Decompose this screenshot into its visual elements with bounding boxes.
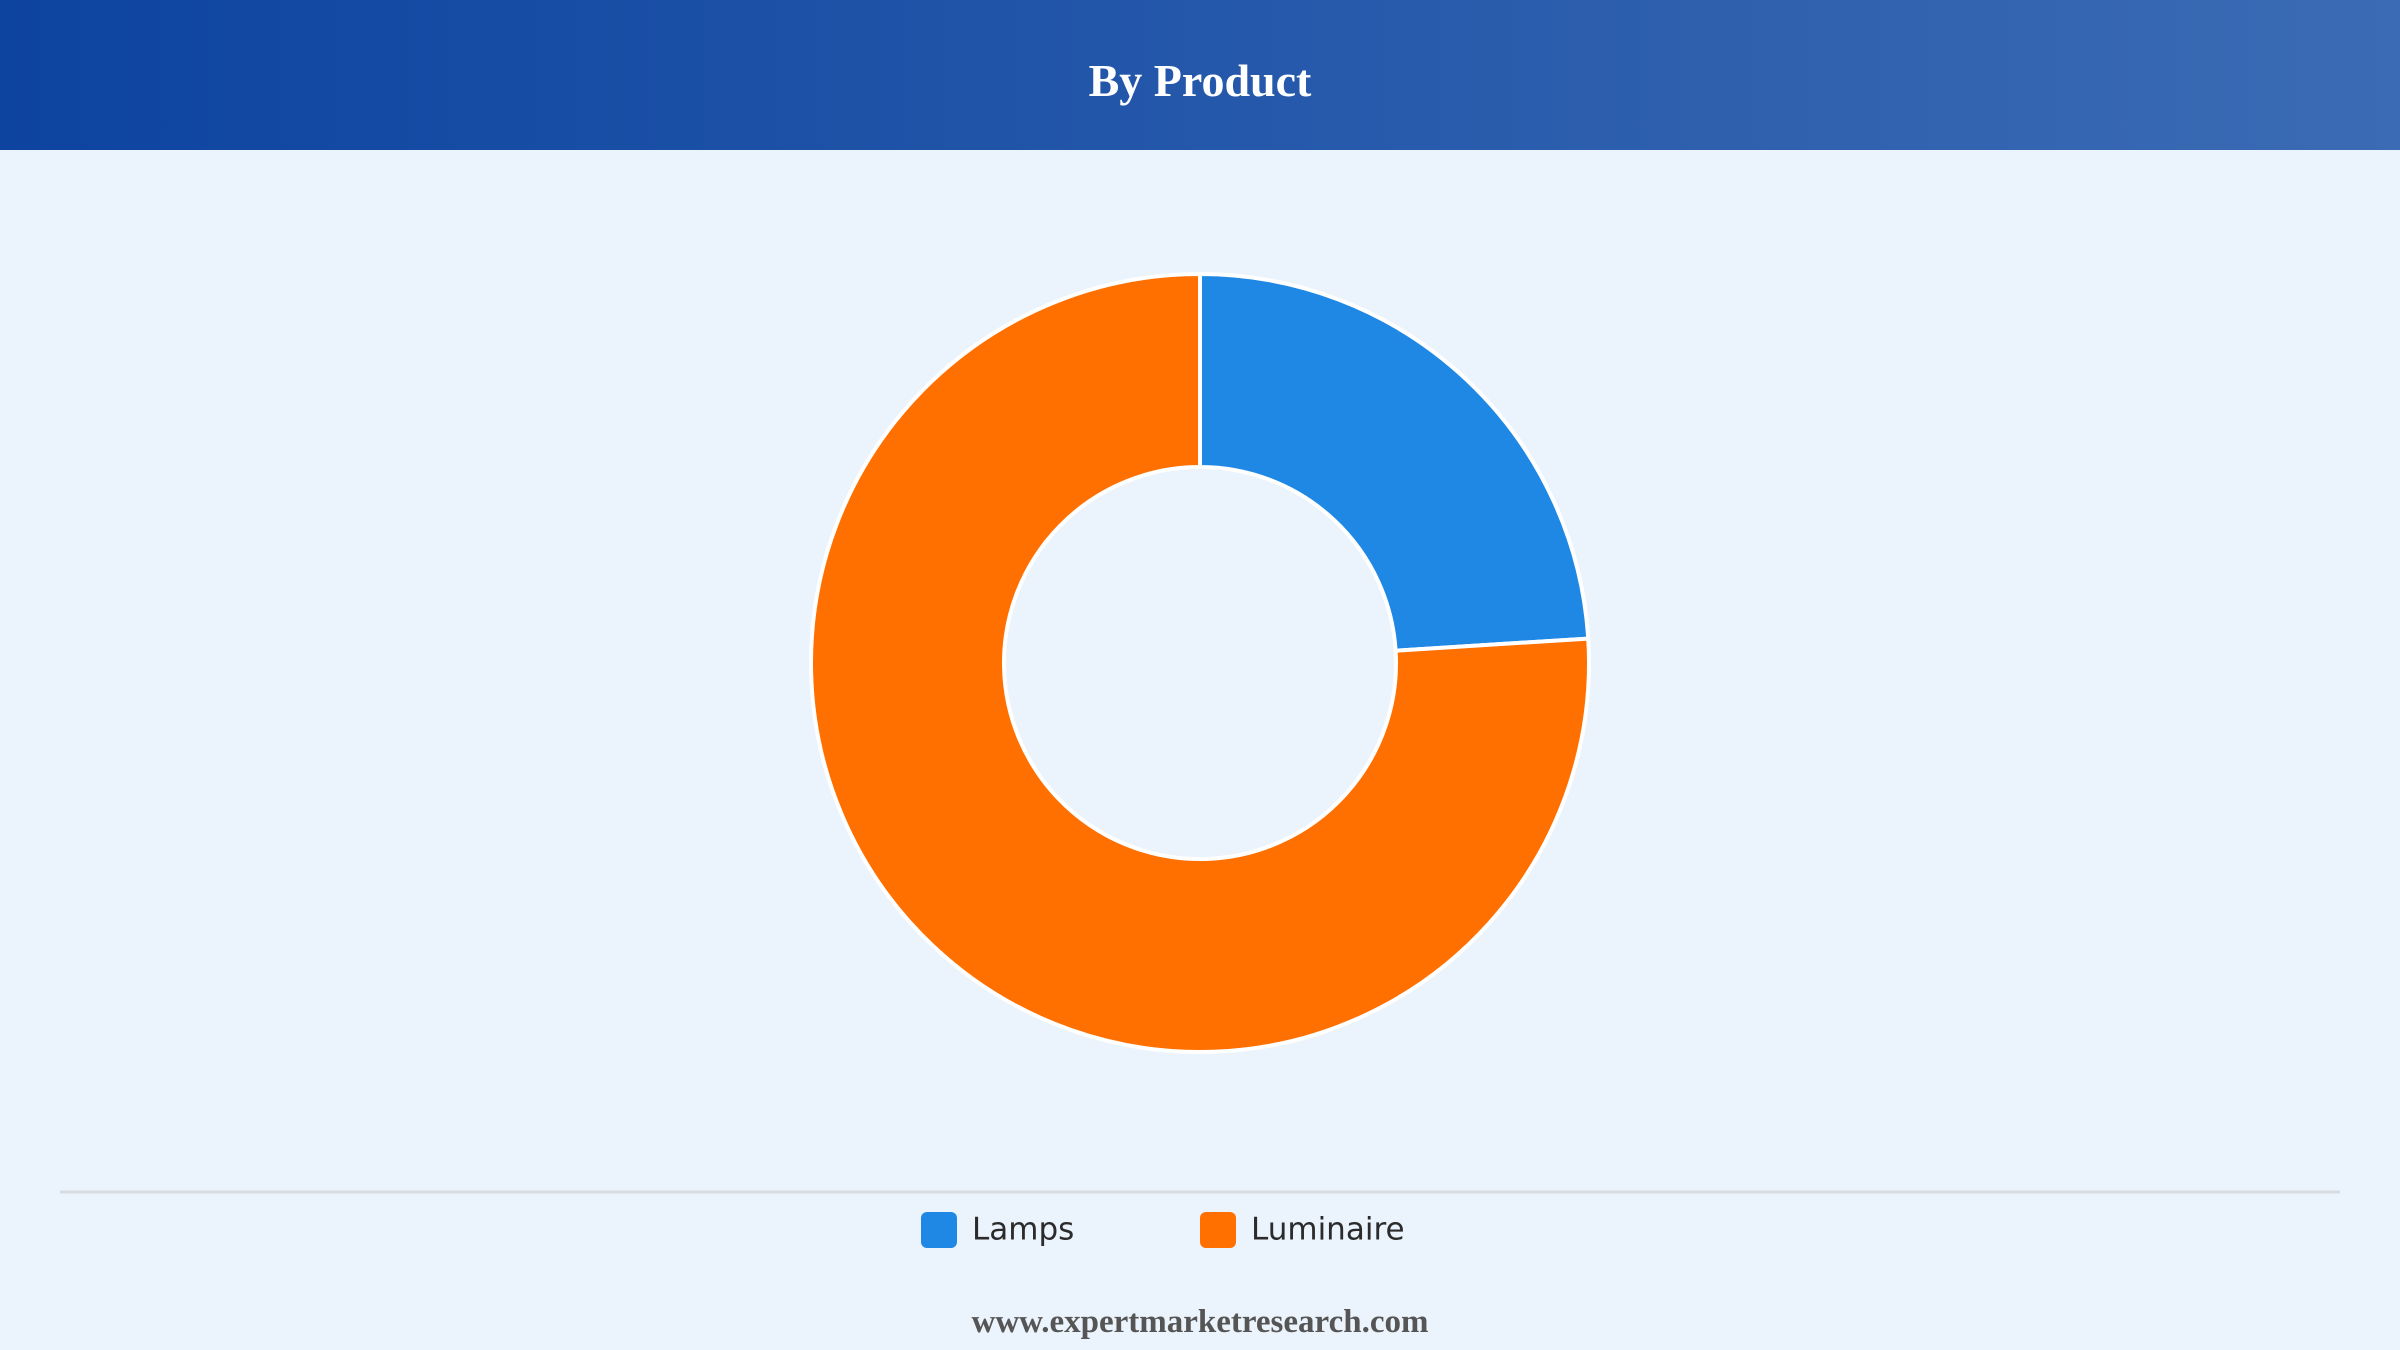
legend: Lamps Luminaire: [921, 1212, 1405, 1248]
donut: [809, 271, 1591, 1054]
donut-slice: [1198, 271, 1591, 653]
chart-title: By Product: [1089, 55, 1312, 106]
legend-label: Luminaire: [1251, 1212, 1405, 1248]
legend-swatch: [1200, 1212, 1236, 1248]
source: www.expertmarketresearch.com: [972, 1304, 1429, 1340]
header-bar: [0, 0, 2400, 150]
legend-swatch: [921, 1212, 957, 1248]
donut-slice: [809, 271, 1591, 1054]
legend-label: Lamps: [972, 1212, 1074, 1248]
